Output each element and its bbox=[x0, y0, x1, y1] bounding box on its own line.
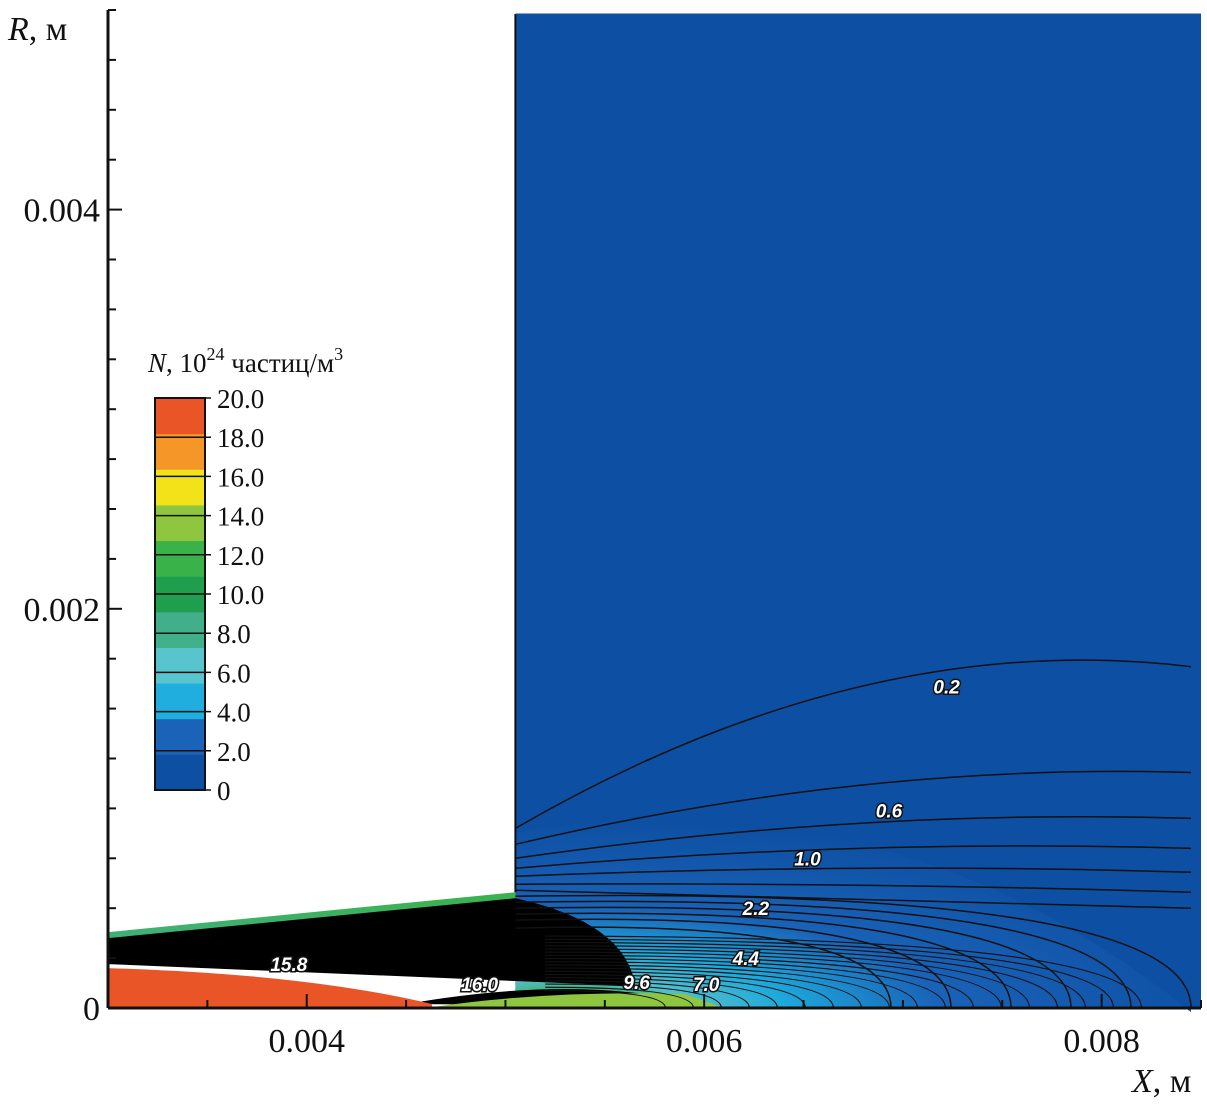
colorbar-band bbox=[155, 754, 205, 791]
x-tick-label: 0.008 bbox=[1063, 1023, 1140, 1060]
axes: 0 0.002 0.004 0.004 0.006 0.008 bbox=[24, 9, 1202, 1060]
contour-line bbox=[545, 954, 974, 1009]
contour-line bbox=[515, 906, 1072, 1009]
colorbar-label: 0 bbox=[217, 776, 231, 806]
x-axis-title: X, м bbox=[1130, 1063, 1191, 1100]
contour-line bbox=[545, 977, 778, 1009]
contour-label: 9.6 bbox=[623, 973, 650, 994]
contour-line bbox=[545, 938, 1114, 1009]
contour-line bbox=[545, 973, 806, 1009]
colorbar-label: 12.0 bbox=[217, 541, 264, 571]
y-axis-title: R, м bbox=[7, 11, 67, 48]
contour-label: 7.0 bbox=[693, 975, 720, 996]
colorbar: N, 1024 частиц/м3 20.0 18.0 16.0 14.0 12.0 10… bbox=[147, 344, 343, 806]
contour-line bbox=[545, 980, 750, 1009]
colorbar-labels: 20.0 18.0 16.0 14.0 12.0 10.0 8.0 6.0 4.0 2.0 0 bbox=[217, 384, 264, 806]
contour-line bbox=[515, 894, 1192, 1009]
colorbar-label: 16.0 bbox=[217, 462, 264, 492]
contour-line bbox=[515, 815, 1192, 860]
colorbar-label: 10.0 bbox=[217, 580, 264, 610]
contour-line bbox=[545, 964, 890, 1009]
colorbar-band bbox=[155, 647, 205, 684]
contour-line bbox=[545, 945, 1058, 1009]
colorbar-band bbox=[155, 398, 205, 435]
y-tick-label: 0.002 bbox=[24, 592, 101, 629]
contour-line bbox=[515, 900, 1132, 1009]
contour-label: 2.2 bbox=[742, 899, 770, 920]
colorbar-band bbox=[155, 683, 205, 720]
contour-line bbox=[515, 845, 1192, 870]
colorbar-bands bbox=[154, 397, 211, 791]
contour-line bbox=[515, 770, 1192, 846]
colorbar-band bbox=[155, 718, 205, 755]
y-tick-label: 0.004 bbox=[24, 193, 101, 230]
y-tick-label: 0 bbox=[83, 991, 100, 1028]
contour-line bbox=[545, 951, 1002, 1009]
colorbar-band bbox=[155, 504, 205, 542]
contour-label: 4.4 bbox=[732, 949, 760, 970]
colorbar-label: 20.0 bbox=[217, 384, 264, 414]
contour-line bbox=[545, 983, 722, 1009]
density-field bbox=[108, 14, 1201, 1013]
contour-labels: 0.2 0.6 1.0 2.2 4.4 7.0 9.6 16.0 15.8 bbox=[269, 676, 962, 997]
contour-line bbox=[545, 986, 694, 1009]
contour-line bbox=[545, 961, 918, 1009]
colorbar-label: 6.0 bbox=[217, 658, 251, 688]
contour-line bbox=[515, 659, 1192, 830]
contour-line bbox=[545, 989, 666, 1009]
contour-line bbox=[515, 867, 1192, 878]
colorbar-band bbox=[155, 469, 205, 506]
colorbar-band bbox=[155, 540, 205, 577]
colorbar-label: 14.0 bbox=[217, 502, 264, 532]
contour-lines bbox=[514, 13, 1201, 1009]
colorbar-frame bbox=[154, 397, 206, 791]
x-tick-label: 0.004 bbox=[268, 1023, 345, 1060]
contour-line bbox=[515, 889, 1192, 909]
contour-line bbox=[545, 948, 1030, 1009]
colorbar-label: 2.0 bbox=[217, 737, 251, 767]
contour-line bbox=[515, 912, 1012, 1009]
contour-label: 0.2 bbox=[933, 678, 960, 699]
contour-label: 16.0 bbox=[461, 975, 498, 996]
x-tick-label: 0.006 bbox=[666, 1023, 743, 1060]
contour-line bbox=[515, 883, 1192, 893]
contour-line bbox=[545, 970, 834, 1009]
colorbar-label: 18.0 bbox=[217, 423, 264, 453]
contour-line bbox=[515, 926, 892, 1009]
colorbar-label: 8.0 bbox=[217, 619, 251, 649]
x-ticks: 0.004 0.006 0.008 bbox=[107, 994, 1202, 1060]
nozzle-interior bbox=[108, 898, 636, 986]
contour-line bbox=[545, 957, 946, 1009]
contour-line bbox=[545, 935, 1142, 1009]
colorbar-band bbox=[155, 611, 205, 648]
contour-line bbox=[545, 967, 862, 1009]
colorbar-band bbox=[155, 433, 205, 470]
contour-label: 15.8 bbox=[270, 955, 307, 976]
colorbar-label: 4.0 bbox=[217, 698, 251, 728]
core-region bbox=[108, 968, 432, 1008]
colorbar-title: N, 1024 частиц/м3 bbox=[147, 344, 343, 378]
contour-label: 0.6 bbox=[876, 801, 903, 822]
contour-label: 1.0 bbox=[794, 849, 821, 870]
axis-band bbox=[425, 993, 725, 1008]
contour-line bbox=[545, 941, 1086, 1009]
y-ticks: 0 0.002 0.004 bbox=[24, 9, 122, 1028]
